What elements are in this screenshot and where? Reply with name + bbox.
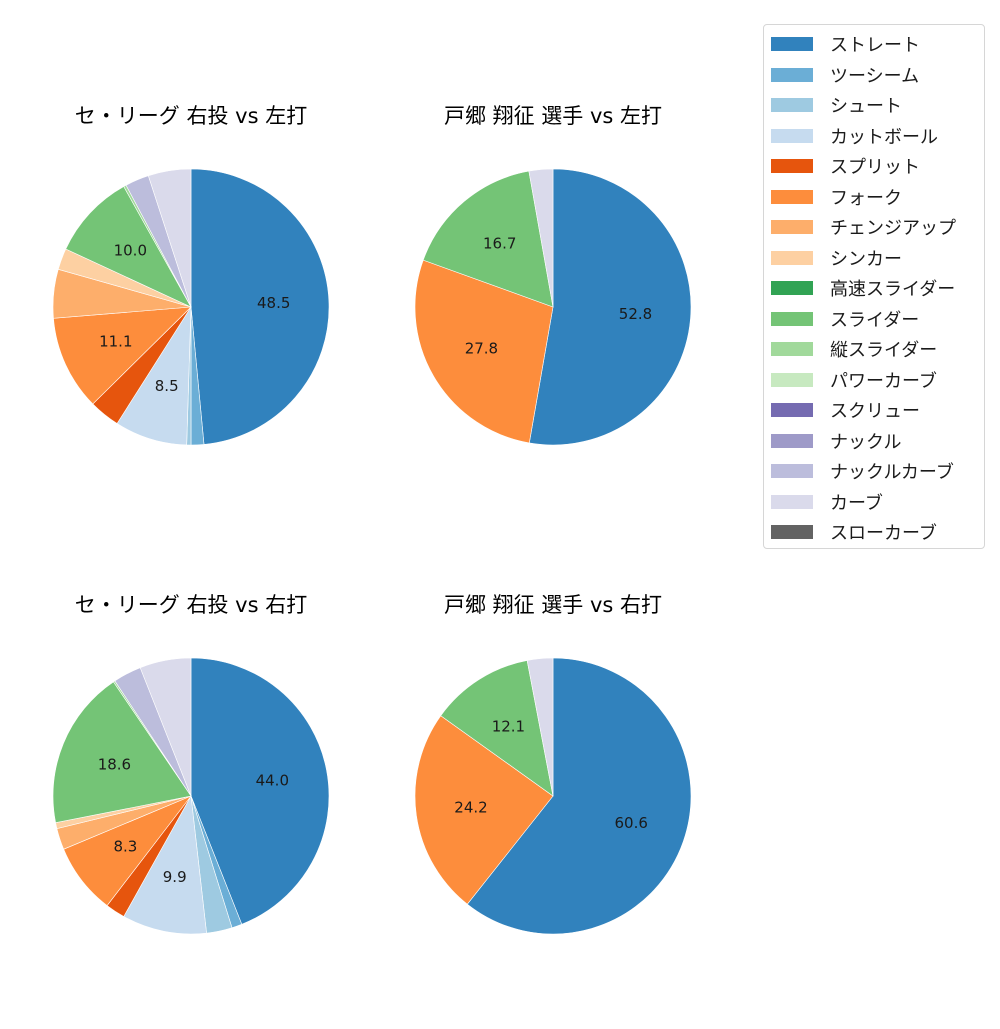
slice-value-label: 18.6 xyxy=(98,756,131,774)
pie-slice xyxy=(190,657,330,925)
legend-label: シンカー xyxy=(830,248,902,270)
legend-swatch xyxy=(771,250,813,265)
slice-value-label: 52.8 xyxy=(619,305,652,323)
pie-slice xyxy=(466,657,692,935)
legend-label: カーブ xyxy=(830,492,883,514)
legend-swatch xyxy=(771,67,813,82)
pie-chart: 44.0 9.9 8.3 18.6 xyxy=(52,657,330,935)
legend-swatch xyxy=(771,281,813,295)
pie-slice xyxy=(65,186,192,308)
legend-swatch xyxy=(771,372,813,387)
legend-item-split: スプリット xyxy=(764,151,984,181)
legend-item-two-seam: ツーシーム xyxy=(764,60,984,90)
legend-swatch xyxy=(771,464,813,478)
chart-title: セ・リーグ 右投 vs 右打 xyxy=(74,593,308,617)
legend-item-changeup: チェンジアップ xyxy=(764,212,984,242)
pie-slice xyxy=(528,168,692,446)
legend-label: スライダー xyxy=(830,309,920,331)
legend-item-vertical-slider: 縦スライダー xyxy=(764,334,984,364)
slice-value-label: 27.8 xyxy=(465,340,498,358)
pie-slice xyxy=(414,715,554,905)
legend-item-fork: フォーク xyxy=(764,182,984,212)
chart-title: 戸郷 翔征 選手 vs 右打 xyxy=(443,593,663,617)
legend-label: ツーシーム xyxy=(830,65,920,87)
pie-slice xyxy=(123,795,207,935)
slice-value-label: 8.3 xyxy=(113,838,137,856)
legend-swatch xyxy=(771,37,813,51)
pie-slice xyxy=(53,306,192,405)
pie-chart: 60.6 24.2 12.1 xyxy=(414,657,692,935)
slice-value-label: 44.0 xyxy=(256,772,289,790)
pie-slice xyxy=(414,259,554,444)
pie-panel-togo-vs-left: 戸郷 翔征 選手 vs 左打 52.8 27.8 16.7 xyxy=(383,100,723,540)
slice-value-label: 10.0 xyxy=(114,242,147,260)
legend-swatch xyxy=(771,494,813,509)
chart-title: 戸郷 翔征 選手 vs 左打 xyxy=(443,104,663,128)
legend-label: フォーク xyxy=(830,187,902,209)
legend-label: スローカーブ xyxy=(830,523,937,544)
slice-value-label: 60.6 xyxy=(614,814,647,832)
legend-swatch xyxy=(771,433,813,448)
legend-swatch xyxy=(771,525,813,539)
slice-value-label: 11.1 xyxy=(99,333,132,351)
legend-label: スプリット xyxy=(830,157,920,178)
legend-item-cutter: カットボール xyxy=(764,121,984,151)
slice-value-label: 12.1 xyxy=(492,717,525,735)
legend-label: 縦スライダー xyxy=(830,340,938,361)
pie-slice xyxy=(190,168,330,445)
chart-title: セ・リーグ 右投 vs 左打 xyxy=(74,104,308,128)
legend-item-straight: ストレート xyxy=(764,29,984,59)
legend-swatch xyxy=(771,159,813,173)
legend-label: 高速スライダー xyxy=(830,279,956,300)
pie-slice xyxy=(528,168,554,308)
pie-chart: 52.8 27.8 16.7 xyxy=(414,168,692,446)
pie-slice xyxy=(139,657,192,797)
legend-item-power-curve: パワーカーブ xyxy=(764,365,984,395)
slice-value-label: 8.5 xyxy=(155,377,179,395)
pie-slice xyxy=(422,170,554,308)
slice-value-label: 9.9 xyxy=(163,868,187,886)
pie-panel-league-vs-right: セ・リーグ 右投 vs 右打 44.0 9.9 8.3 18.6 xyxy=(21,589,361,1029)
legend-label: ナックルカーブ xyxy=(830,462,954,483)
legend-item-curve: カーブ xyxy=(764,487,984,517)
legend-label: カットボール xyxy=(830,126,938,148)
pie-slice xyxy=(52,681,192,824)
legend-swatch xyxy=(771,98,813,112)
legend-item-knuckle: ナックル xyxy=(764,426,984,456)
legend-label: パワーカーブ xyxy=(830,370,937,392)
pie-slice xyxy=(147,168,192,308)
legend: ストレート ツーシーム シュート カットボール スプリット フォーク チェンジア… xyxy=(763,24,985,549)
legend-item-slider: スライダー xyxy=(764,304,984,334)
legend-item-shoot: シュート xyxy=(764,90,984,120)
pie-slice xyxy=(440,660,554,797)
legend-item-screwball: スクリュー xyxy=(764,395,984,425)
legend-label: ストレート xyxy=(830,35,920,56)
legend-item-knuckle-curve: ナックルカーブ xyxy=(764,456,984,486)
pie-panel-togo-vs-right: 戸郷 翔征 選手 vs 右打 60.6 24.2 12.1 xyxy=(383,589,723,1029)
legend-swatch xyxy=(771,342,813,356)
pie-chart: 48.5 8.5 11.1 10.0 xyxy=(52,168,330,446)
pie-slice xyxy=(526,657,554,797)
legend-swatch xyxy=(771,189,813,204)
legend-label: スクリュー xyxy=(830,401,920,422)
legend-item-slow-curve: スローカーブ xyxy=(764,517,984,547)
pie-panel-league-vs-left: セ・リーグ 右投 vs 左打 48.5 8.5 11.1 10.0 xyxy=(21,100,361,540)
legend-swatch xyxy=(771,220,813,234)
legend-label: チェンジアップ xyxy=(830,218,956,239)
legend-item-sinker: シンカー xyxy=(764,243,984,273)
legend-label: シュート xyxy=(830,96,902,117)
slice-value-label: 48.5 xyxy=(257,294,290,312)
legend-item-fast-slider: 高速スライダー xyxy=(764,273,984,303)
legend-swatch xyxy=(771,128,813,143)
legend-label: ナックル xyxy=(830,431,902,453)
legend-swatch xyxy=(771,403,813,417)
slice-value-label: 16.7 xyxy=(483,235,516,253)
slice-value-label: 24.2 xyxy=(454,799,487,817)
legend-swatch xyxy=(771,311,813,326)
